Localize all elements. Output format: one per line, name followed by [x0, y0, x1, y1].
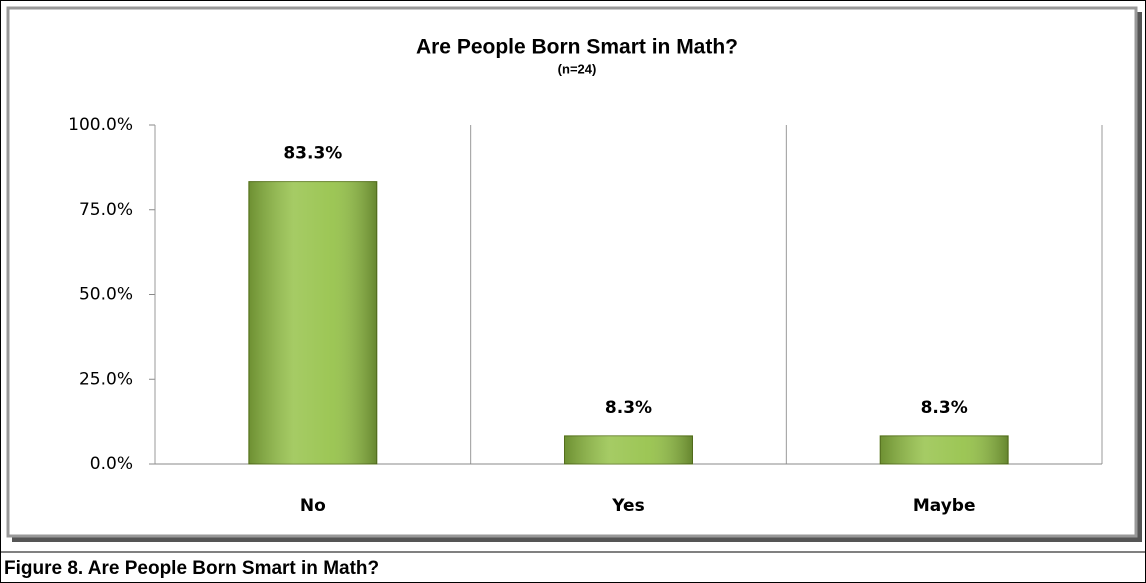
- x-tick-label: No: [300, 496, 326, 516]
- data-label: 8.3%: [605, 398, 652, 418]
- data-label: 83.3%: [283, 144, 342, 164]
- y-tick-label: 100.0%: [68, 115, 133, 135]
- caption: Figure 8. Are People Born Smart in Math?: [4, 558, 379, 579]
- x-tick-label: Yes: [611, 496, 644, 516]
- chart-subtitle: (n=24): [558, 61, 597, 76]
- bar-shade: [248, 181, 377, 464]
- y-tick-label: 0.0%: [90, 454, 133, 474]
- y-tick-label: 50.0%: [79, 285, 133, 305]
- bar-shade: [880, 435, 1009, 464]
- y-tick-label: 25.0%: [79, 369, 133, 389]
- data-label: 8.3%: [921, 398, 968, 418]
- x-tick-label: Maybe: [913, 496, 976, 516]
- y-tick-label: 75.0%: [79, 200, 133, 220]
- chart-title: Are People Born Smart in Math?: [416, 36, 738, 59]
- bar-shade: [564, 435, 693, 464]
